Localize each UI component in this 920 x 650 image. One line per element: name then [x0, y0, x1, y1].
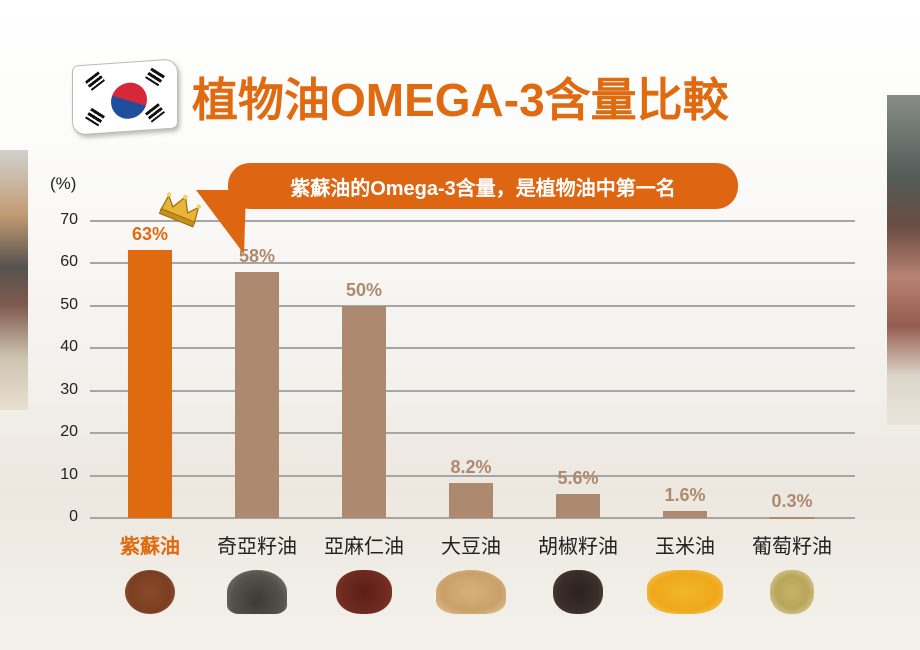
bar-value-label: 63%: [131, 224, 169, 245]
y-axis-unit: (%): [50, 174, 77, 193]
bar: [556, 494, 600, 518]
bar-value-label: 58%: [238, 245, 276, 266]
bar-value-label: 0.3%: [771, 490, 813, 511]
bar: [342, 305, 386, 518]
y-tick-label: 20: [60, 423, 78, 440]
y-tick-label: 60: [60, 253, 78, 270]
seed-image: [436, 570, 506, 614]
y-tick-label: 40: [60, 338, 78, 355]
category-label: 大豆油: [441, 536, 501, 558]
bar: [128, 250, 172, 518]
seed-image: [770, 570, 814, 614]
seed-image: [647, 570, 723, 614]
palace-photo-left: [0, 150, 28, 410]
header: 植物油OMEGA-3含量比較: [70, 52, 729, 142]
y-tick-label: 70: [60, 210, 78, 228]
y-tick-label: 50: [60, 295, 78, 313]
palace-photo-right: [887, 95, 920, 425]
bar: [449, 483, 493, 518]
category-label: 亞麻仁油: [324, 536, 404, 558]
category-label: 紫蘇油: [120, 536, 180, 558]
bar-value-label: 5.6%: [557, 468, 599, 489]
category-label: 奇亞籽油: [217, 536, 297, 558]
bar: [235, 271, 279, 518]
callout-annotation: 紫蘇油的Omega-3含量，是植物油中第一名: [228, 163, 738, 209]
seed-image: [553, 570, 603, 614]
seed-image: [125, 570, 175, 614]
page-title: 植物油OMEGA-3含量比較: [192, 74, 729, 126]
bar: [770, 516, 814, 519]
gridline: [90, 517, 855, 519]
bar-value-label: 1.6%: [664, 485, 706, 506]
seed-image: [336, 570, 392, 614]
gridline: [90, 474, 855, 477]
gridline: [90, 389, 855, 392]
bar: [663, 511, 707, 518]
category-label: 葡萄籽油: [752, 536, 832, 558]
y-tick-label: 10: [60, 465, 78, 483]
gridline: [90, 219, 855, 222]
category-label: 玉米油: [655, 536, 715, 558]
y-tick-label: 0: [69, 508, 78, 525]
category-label: 胡椒籽油: [538, 536, 618, 558]
crown-icon: [158, 192, 202, 228]
gridline: [90, 432, 855, 434]
gridline: [90, 262, 855, 264]
bar-value-label: 50%: [345, 279, 383, 300]
bar-value-label: 8.2%: [450, 457, 492, 478]
gridline: [90, 347, 855, 349]
gridline: [90, 304, 855, 307]
seed-image: [227, 570, 287, 614]
y-tick-label: 30: [60, 380, 78, 398]
